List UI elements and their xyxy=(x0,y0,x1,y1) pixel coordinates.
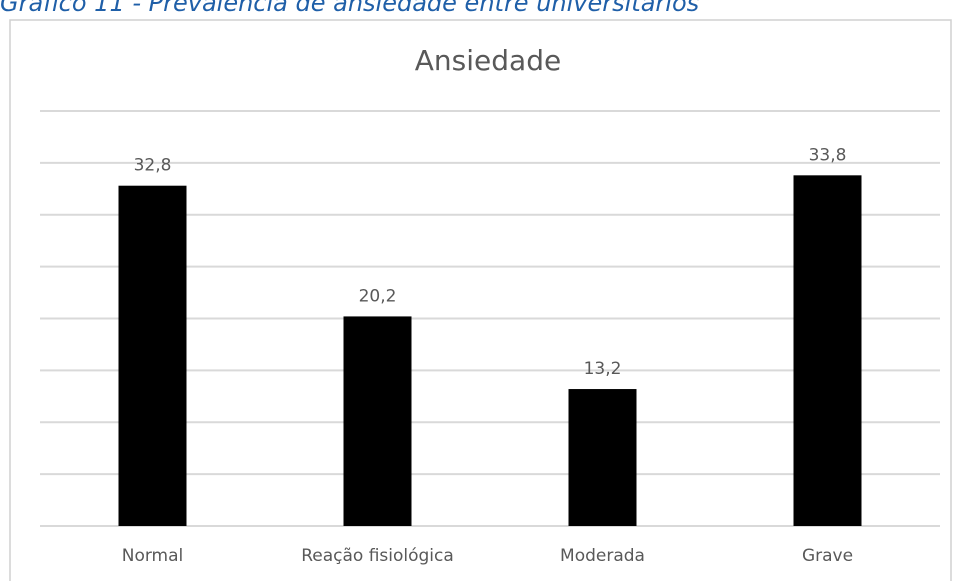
data-label: 13,2 xyxy=(584,359,622,379)
figure-caption: Gráfico 11 - Prevalência de ansiedade en… xyxy=(0,0,699,17)
chart-title: Ansiedade xyxy=(415,44,561,77)
bar xyxy=(793,175,862,526)
x-tick-label: Normal xyxy=(122,546,184,566)
bar xyxy=(343,316,412,526)
data-label: 33,8 xyxy=(809,145,847,165)
x-tick-label: Moderada xyxy=(560,546,645,566)
bar xyxy=(118,185,187,526)
data-label: 32,8 xyxy=(134,156,172,176)
x-tick-label: Grave xyxy=(802,546,853,566)
x-tick-label: Reação fisiológica xyxy=(301,546,454,566)
bar xyxy=(568,389,637,526)
data-label: 20,2 xyxy=(359,286,397,306)
